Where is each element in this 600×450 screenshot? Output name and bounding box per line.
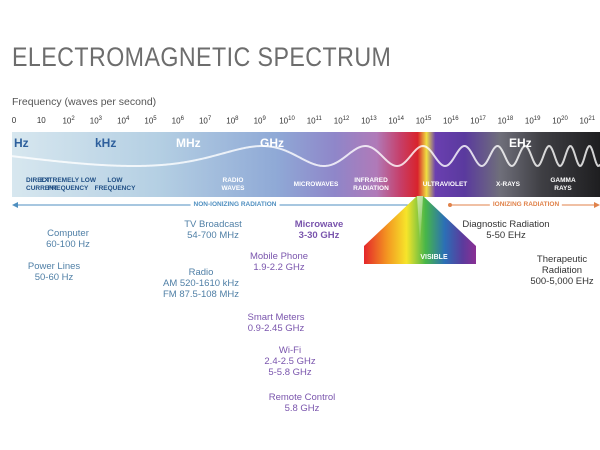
frequency-axis-label: Frequency (waves per second) (12, 96, 157, 108)
frequency-tick: 107 (198, 116, 212, 126)
source-computer-range: 60-100 Hz (46, 239, 90, 250)
unit-khz: kHz (95, 136, 117, 150)
frequency-tick: 1011 (306, 116, 322, 126)
frequency-tick: 103 (89, 116, 103, 126)
source-therapeutic-range: 500-5,000 EHz (530, 276, 594, 287)
source-therapeutic-radiation: Therapeutic Radiation 500-5,000 EHz (530, 254, 593, 287)
frequency-tick: 1012 (333, 116, 350, 126)
source-smart-meters-range: 0.9-2.45 GHz (247, 323, 305, 334)
frequency-tick: 10 (36, 116, 46, 125)
band-ultraviolet: ULTRAVIOLET (422, 181, 468, 188)
frequency-tick: 1014 (388, 116, 404, 126)
frequency-tick: 0 (11, 116, 17, 125)
band-low-frequency: LOW FREQUENCY (94, 177, 136, 192)
non-ionizing-label: NON-IONIZING RADIATION (190, 201, 280, 208)
source-wifi: Wi-Fi 2.4-2.5 GHz 5-5.8 GHz (264, 345, 315, 378)
frequency-tick: 104 (117, 116, 130, 126)
frequency-tick: 105 (144, 116, 157, 126)
frequency-tick: 1021 (579, 116, 596, 126)
source-power-lines-name: Power Lines (27, 261, 81, 272)
source-microwave-name: Microwave (294, 219, 344, 230)
spectrum-band (12, 132, 600, 197)
frequency-tick: 102 (62, 116, 75, 126)
source-diagnostic-radiation: Diagnostic Radiation 5-50 EHz (462, 219, 549, 241)
source-computer: Computer 60-100 Hz (46, 228, 90, 250)
frequency-tick: 106 (171, 116, 184, 126)
source-remote-name: Remote Control (268, 392, 336, 403)
source-wifi-name: Wi-Fi (278, 345, 302, 356)
frequency-tick: 109 (253, 116, 266, 126)
band-infrared: INFRARED RADIATION (353, 177, 389, 192)
source-tv-broadcast: TV Broadcast 54-700 MHz (184, 219, 242, 241)
source-diagnostic-name: Diagnostic Radiation (462, 219, 550, 230)
band-xrays: X-RAYS (496, 181, 520, 188)
band-radio-waves: RADIO WAVES (221, 177, 245, 192)
source-radio-am: AM 520-1610 kHz (162, 278, 240, 289)
source-smart-meters: Smart Meters 0.9-2.45 GHz (247, 312, 304, 334)
source-therapeutic-name1: Therapeutic (536, 254, 588, 265)
frequency-tick: 108 (226, 116, 239, 126)
source-mobile-name: Mobile Phone (249, 251, 309, 262)
source-power-lines: Power Lines 50-60 Hz (28, 261, 80, 283)
band-gamma: GAMMA RAYS (550, 177, 576, 192)
source-therapeutic-name2: Radiation (541, 265, 583, 276)
source-wifi-range2: 5-5.8 GHz (268, 367, 312, 378)
band-extremely-low: EXTREMELY LOW FREQUENCY (40, 177, 96, 192)
source-radio-fm: FM 87.5-108 MHz (162, 289, 240, 300)
frequency-tick: 1013 (361, 116, 377, 126)
ionizing-label: IONIZING RADIATION (489, 201, 563, 208)
source-microwave-range: 3-30 GHz (298, 230, 340, 241)
frequency-tick: 1020 (552, 116, 568, 126)
frequency-tick: 1016 (443, 116, 459, 126)
band-microwaves: MICROWAVES (293, 181, 339, 188)
source-tv-range: 54-700 MHz (187, 230, 239, 241)
source-smart-meters-name: Smart Meters (247, 312, 305, 323)
source-radio: Radio AM 520-1610 kHz FM 87.5-108 MHz (163, 267, 239, 300)
source-mobile-range: 1.9-2.2 GHz (253, 262, 305, 273)
frequency-tick: 1010 (279, 116, 295, 126)
source-computer-name: Computer (47, 228, 89, 239)
source-diagnostic-range: 5-50 EHz (486, 230, 526, 241)
unit-hz: Hz (14, 136, 29, 150)
source-mobile-phone: Mobile Phone 1.9-2.2 GHz (250, 251, 308, 273)
visible-label: VISIBLE (420, 254, 448, 261)
source-power-lines-range: 50-60 Hz (34, 272, 74, 283)
band-direct-current: DIRECT CURRENT (26, 177, 58, 192)
page-title: ELECTROMAGNETIC SPECTRUM (12, 42, 392, 72)
source-tv-name: TV Broadcast (184, 219, 242, 230)
source-radio-name: Radio (188, 267, 214, 278)
unit-ghz: GHz (260, 136, 284, 150)
frequency-tick: 1018 (497, 116, 514, 126)
unit-mhz: MHz (176, 136, 201, 150)
source-microwave: Microwave 3-30 GHz (295, 219, 344, 241)
frequency-tick: 1019 (524, 116, 541, 126)
visible-light-prism (364, 196, 476, 264)
source-wifi-range1: 2.4-2.5 GHz (264, 356, 316, 367)
frequency-tick: 1017 (470, 116, 486, 126)
frequency-tick: 1015 (415, 116, 432, 126)
source-remote-control: Remote Control 5.8 GHz (269, 392, 336, 414)
unit-ehz: EHz (509, 136, 532, 150)
source-remote-range: 5.8 GHz (284, 403, 320, 414)
